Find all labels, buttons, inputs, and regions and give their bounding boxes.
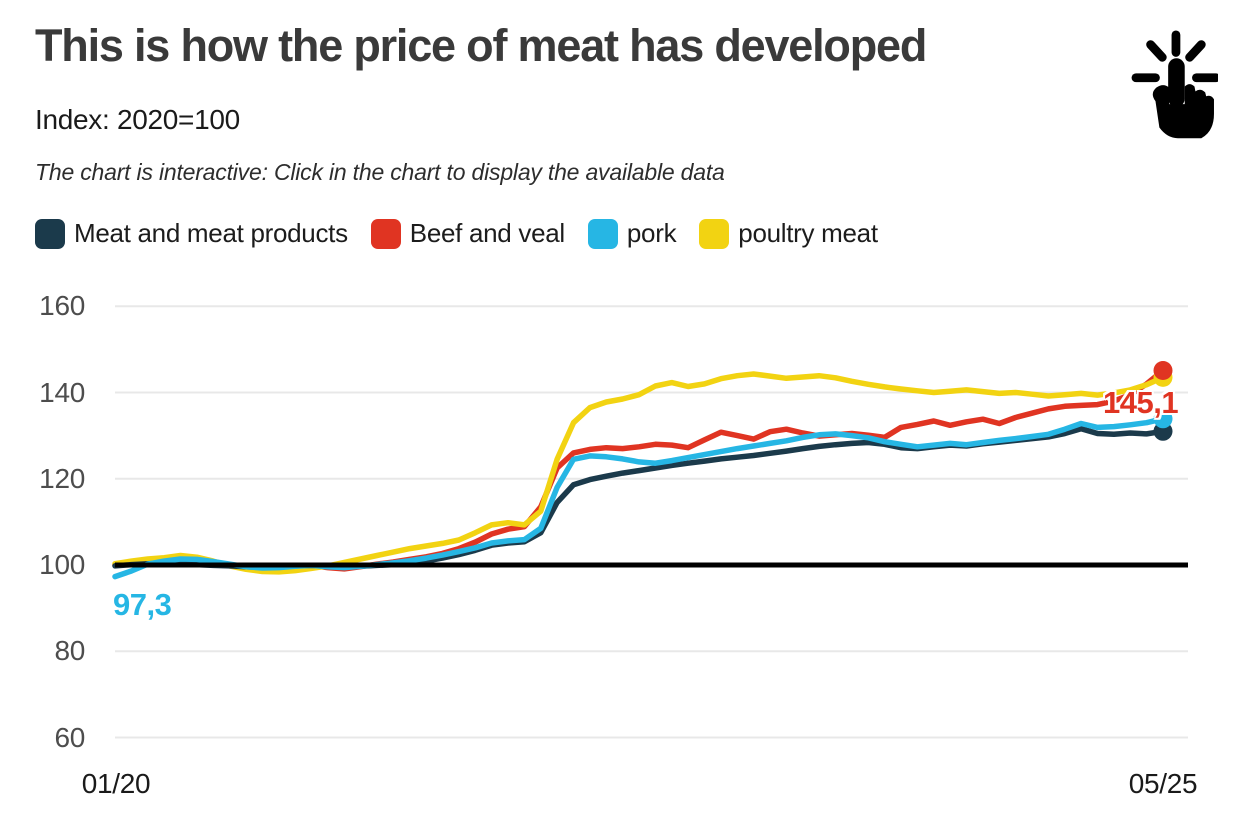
y-tick-label: 140 bbox=[39, 376, 85, 408]
end-dot-beef bbox=[1153, 361, 1173, 380]
legend-swatch-beef bbox=[370, 218, 401, 249]
legend-label: pork bbox=[626, 218, 677, 248]
y-tick-label: 160 bbox=[39, 290, 85, 322]
end-value-label-beef: 145,1 bbox=[1103, 385, 1179, 420]
series-line-poultry bbox=[112, 371, 1166, 575]
legend-item-beef[interactable]: Beef and veal bbox=[370, 218, 565, 249]
interactive-note: The chart is interactive: Click in the c… bbox=[35, 159, 725, 185]
tap-click-icon bbox=[1131, 30, 1218, 139]
legend-item-poultry[interactable]: poultry meat bbox=[699, 218, 878, 249]
x-tick-label-start: 01/20 bbox=[81, 768, 151, 799]
end-dot-pork bbox=[1153, 409, 1173, 429]
y-tick-label: 120 bbox=[39, 462, 85, 494]
legend-swatch-poultry bbox=[699, 218, 730, 249]
chart-subtitle: Index: 2020=100 bbox=[35, 104, 240, 135]
page-title: This is how the price of meat has develo… bbox=[35, 20, 927, 71]
legend-label: poultry meat bbox=[738, 218, 878, 248]
legend-swatch-meat bbox=[35, 218, 65, 249]
y-tick-label: 80 bbox=[54, 635, 85, 667]
legend: Meat and meat products Beef and veal pork p… bbox=[35, 218, 878, 249]
legend-label: Meat and meat products bbox=[74, 218, 348, 248]
y-tick-label: 60 bbox=[54, 721, 85, 753]
start-value-label-pork: 97,3 bbox=[113, 587, 172, 622]
x-tick-label-end: 05/25 bbox=[1128, 768, 1198, 799]
legend-item-meat[interactable]: Meat and meat products bbox=[35, 218, 348, 249]
y-tick-label: 100 bbox=[39, 549, 85, 580]
legend-swatch-pork bbox=[587, 218, 618, 249]
legend-label: Beef and veal bbox=[409, 218, 565, 248]
legend-item-pork[interactable]: pork bbox=[587, 218, 677, 249]
